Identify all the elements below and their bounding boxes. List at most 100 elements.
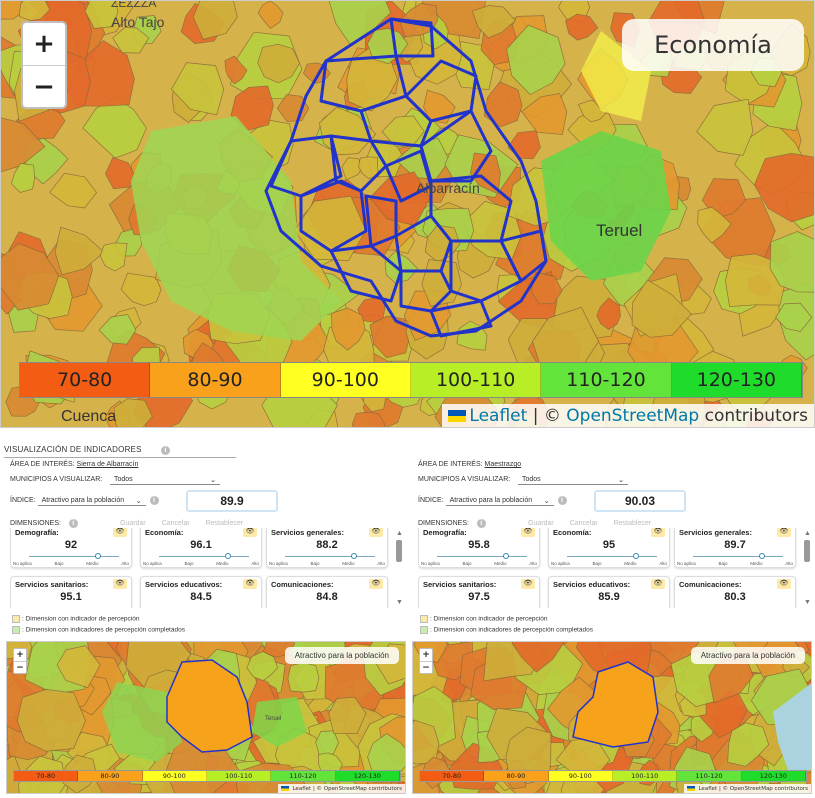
scroll-down-icon[interactable]: ▼ <box>804 599 811 606</box>
cancelar-button[interactable]: Cancelar <box>569 520 598 527</box>
dimension-slider-track[interactable] <box>285 556 375 557</box>
dimension-slider-track[interactable] <box>567 556 657 557</box>
dimension-card: Comunicaciones: 👁 84.8 <box>266 576 388 608</box>
map-title: Atractivo para la población <box>284 647 399 664</box>
dimension-card: Servicios generales: 👁 89.7 No aplica Ba… <box>674 528 796 568</box>
place-label-cuenca: Cuenca <box>61 408 116 425</box>
eye-icon[interactable]: 👁 <box>651 579 665 589</box>
legend-item-120-130: 120-130 <box>741 771 806 781</box>
dimension-slider-track[interactable] <box>159 556 249 557</box>
tick-no-aplica: No aplica <box>143 561 162 566</box>
legend-yellow: : Dimension con indicador de percepción <box>12 615 139 623</box>
scroll-up-icon[interactable]: ▲ <box>804 530 811 537</box>
info-icon[interactable]: i <box>557 496 567 505</box>
legend-item-110-120: 110-120 <box>271 771 336 781</box>
comparison-map-2[interactable]: + − Atractivo para la población 70-80 80-90 9… <box>412 641 812 794</box>
leaflet-link[interactable]: Leaflet <box>469 406 528 426</box>
info-icon[interactable]: i <box>68 519 78 528</box>
dimension-slider-handle[interactable] <box>351 553 357 559</box>
dimension-slider-handle[interactable] <box>225 553 231 559</box>
zoom-out-button[interactable]: − <box>23 65 65 107</box>
cancelar-button[interactable]: Cancelar <box>161 520 190 527</box>
cards-scrollbar[interactable]: ▲ ▼ <box>804 530 811 606</box>
slider-ticks: No aplica Bajo Medio Alto <box>421 561 537 566</box>
scroll-thumb[interactable] <box>804 540 810 562</box>
zoom-out-button[interactable]: − <box>14 661 26 673</box>
guardar-button[interactable]: Guardar <box>120 520 146 527</box>
main-map[interactable]: Albarracín Teruel Cuenca Alto Tajo ZEZZZ… <box>0 0 815 428</box>
eye-icon[interactable]: 👁 <box>651 528 665 537</box>
info-icon[interactable]: i <box>149 496 159 505</box>
indice-value: Atractivo para la población <box>41 497 125 504</box>
attribution-text: Leaflet | © OpenStreetMap contributors <box>698 786 808 792</box>
area-value[interactable]: Maestrazgo <box>484 461 522 468</box>
scroll-up-icon[interactable]: ▲ <box>396 530 403 537</box>
cards-scrollbar[interactable]: ▲ ▼ <box>396 530 403 606</box>
tick-medio: Medio <box>86 561 99 566</box>
area-row: ÁREA DE INTERÉS: Maestrazgo <box>418 461 521 468</box>
map-attribution[interactable]: Leaflet | © OpenStreetMap contributors <box>278 784 405 793</box>
zoom-in-button[interactable]: + <box>422 650 430 660</box>
dimension-value: 95 <box>602 539 616 551</box>
indice-select[interactable]: Atractivo para la población ⌄ <box>445 497 554 506</box>
eye-icon[interactable]: 👁 <box>521 528 535 537</box>
legend-item-100-110: 100-110 <box>410 363 542 397</box>
tick-medio: Medio <box>216 561 229 566</box>
scroll-down-icon[interactable]: ▼ <box>396 599 403 606</box>
municipios-select[interactable]: Todos ⌄ <box>517 476 628 485</box>
info-icon[interactable]: i <box>161 446 171 455</box>
eye-icon[interactable]: 👁 <box>521 579 535 589</box>
attribution-suffix: contributors <box>704 406 808 426</box>
tick-medio: Medio <box>624 561 637 566</box>
zoom-control: + − <box>13 648 27 674</box>
eye-icon[interactable]: 👁 <box>777 579 791 589</box>
tick-no-aplica: No aplica <box>677 561 696 566</box>
dimension-card: Servicios educativos: 👁 85.9 <box>548 576 670 608</box>
legend-item-120-130: 120-130 <box>671 363 802 397</box>
index-value-box: 89.9 <box>186 490 278 512</box>
municipios-select[interactable]: Todos ⌄ <box>109 476 220 485</box>
index-value-box: 90.03 <box>594 490 686 512</box>
eye-icon[interactable]: 👁 <box>243 528 257 537</box>
dimension-slider-track[interactable] <box>29 556 119 557</box>
info-icon[interactable]: i <box>476 519 486 528</box>
osm-link[interactable]: OpenStreetMap <box>566 406 700 426</box>
guardar-button[interactable]: Guardar <box>528 520 554 527</box>
attribution-text: Leaflet | © OpenStreetMap contributors <box>292 786 402 792</box>
dimension-slider-handle[interactable] <box>95 553 101 559</box>
zoom-in-button[interactable]: + <box>33 29 55 59</box>
map-legend: 70-80 80-90 90-100 100-110 110-120 120-130 <box>419 770 807 782</box>
area-value[interactable]: Sierra de Albarracín <box>76 461 139 468</box>
comparison-map-1[interactable]: Teruel + − Atractivo para la población 70-80… <box>6 641 406 794</box>
legend-item-100-110: 100-110 <box>612 771 678 781</box>
legend-item-90-100: 90-100 <box>548 771 613 781</box>
eye-icon[interactable]: 👁 <box>369 579 383 589</box>
legend-green-text: : Dimension con indicadores de percepció… <box>22 626 185 634</box>
zoom-in-button[interactable]: + <box>16 650 24 660</box>
dimension-slider-handle[interactable] <box>633 553 639 559</box>
dimension-slider-handle[interactable] <box>759 553 765 559</box>
map-attribution[interactable]: Leaflet | © OpenStreetMap contributors <box>684 784 811 793</box>
legend-item-70-80: 70-80 <box>420 771 485 781</box>
indice-select[interactable]: Atractivo para la población ⌄ <box>37 497 146 506</box>
dimension-slider-track[interactable] <box>693 556 783 557</box>
dimensiones-row: DIMENSIONES: i <box>10 519 78 528</box>
slider-ticks: No aplica Bajo Medio Alto <box>143 561 259 566</box>
municipios-value: Todos <box>521 476 541 483</box>
dimension-slider-track[interactable] <box>437 556 527 557</box>
scroll-thumb[interactable] <box>396 540 402 562</box>
dimension-value: 84.5 <box>190 591 212 603</box>
zoom-out-button[interactable]: − <box>420 661 432 673</box>
eye-icon[interactable]: 👁 <box>777 528 791 537</box>
dimension-slider-handle[interactable] <box>503 553 509 559</box>
eye-icon[interactable]: 👁 <box>113 528 127 537</box>
dimension-name: Servicios sanitarios: <box>423 580 497 589</box>
tick-alto: Alto <box>659 561 667 566</box>
eye-icon[interactable]: 👁 <box>369 528 383 537</box>
eye-icon[interactable]: 👁 <box>113 579 127 589</box>
eye-icon[interactable]: 👁 <box>243 579 257 589</box>
legend-item-110-120: 110-120 <box>541 363 672 397</box>
choropleth-map[interactable]: Teruel <box>7 642 406 794</box>
restablecer-button[interactable]: Restablecer <box>613 520 652 527</box>
restablecer-button[interactable]: Restablecer <box>205 520 244 527</box>
